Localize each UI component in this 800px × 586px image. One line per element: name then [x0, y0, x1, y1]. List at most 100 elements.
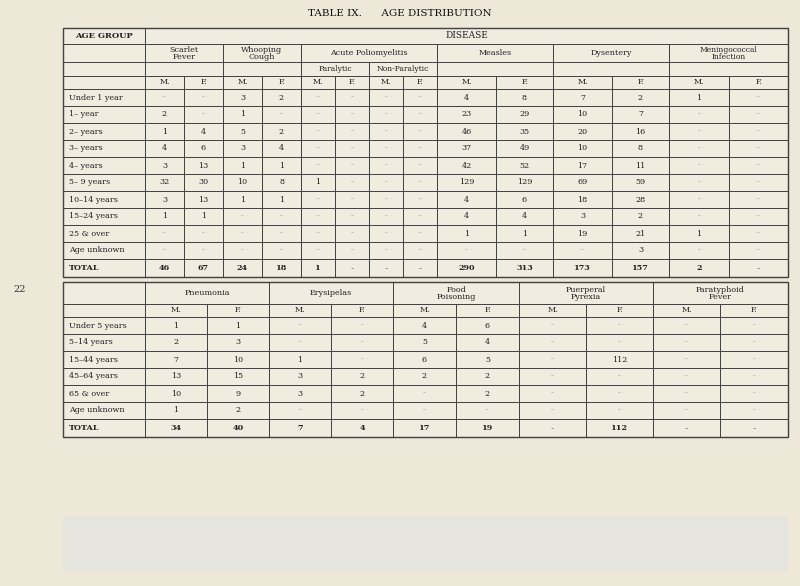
- Bar: [223, 140, 262, 157]
- Text: -: -: [685, 390, 688, 397]
- Text: -: -: [418, 162, 422, 169]
- Bar: [669, 174, 729, 191]
- Text: F.: F.: [484, 306, 491, 315]
- Text: -: -: [753, 322, 755, 329]
- Bar: [63, 44, 145, 62]
- Bar: [145, 89, 184, 106]
- Text: Measles: Measles: [478, 49, 511, 57]
- Text: Food: Food: [446, 286, 466, 294]
- Text: 5: 5: [422, 339, 427, 346]
- Bar: [612, 259, 669, 277]
- Text: 4: 4: [422, 322, 427, 329]
- Bar: [262, 242, 301, 259]
- Bar: [262, 89, 301, 106]
- Text: 3: 3: [580, 213, 585, 220]
- Text: 17: 17: [578, 162, 587, 169]
- Bar: [63, 140, 145, 157]
- Bar: [519, 317, 586, 334]
- Text: 3: 3: [235, 339, 241, 346]
- Text: -: -: [618, 407, 621, 414]
- Bar: [269, 317, 331, 334]
- Text: 5–14 years: 5–14 years: [69, 339, 113, 346]
- Text: F.: F.: [417, 79, 423, 87]
- Text: -: -: [698, 111, 700, 118]
- Text: 1: 1: [201, 213, 206, 220]
- Text: TABLE IX.      AGE DISTRIBUTION: TABLE IX. AGE DISTRIBUTION: [308, 9, 492, 19]
- Bar: [184, 259, 223, 277]
- Text: -: -: [163, 230, 166, 237]
- Bar: [335, 123, 369, 140]
- Bar: [145, 402, 207, 419]
- Text: 16: 16: [635, 128, 646, 135]
- Bar: [63, 225, 145, 242]
- Text: 6: 6: [522, 196, 527, 203]
- Text: 19: 19: [482, 424, 493, 432]
- Text: -: -: [757, 94, 760, 101]
- Text: 13: 13: [198, 196, 209, 203]
- Bar: [369, 76, 403, 89]
- Bar: [456, 351, 519, 368]
- Bar: [720, 385, 788, 402]
- Bar: [301, 89, 335, 106]
- Bar: [586, 317, 653, 334]
- Text: F.: F.: [755, 79, 762, 87]
- Text: 13: 13: [198, 162, 209, 169]
- Bar: [331, 368, 393, 385]
- Text: -: -: [757, 145, 760, 152]
- Text: -: -: [298, 322, 302, 329]
- Text: M.: M.: [237, 79, 248, 87]
- Bar: [653, 317, 720, 334]
- Text: 18: 18: [578, 196, 587, 203]
- Text: 3: 3: [162, 162, 167, 169]
- Text: -: -: [698, 179, 700, 186]
- Bar: [553, 89, 612, 106]
- Bar: [496, 259, 553, 277]
- Bar: [393, 351, 456, 368]
- Bar: [269, 419, 331, 437]
- Text: M.: M.: [159, 79, 170, 87]
- Bar: [720, 351, 788, 368]
- Bar: [369, 140, 403, 157]
- Bar: [496, 242, 553, 259]
- Text: M.: M.: [313, 79, 323, 87]
- Text: 46: 46: [159, 264, 170, 272]
- Text: Paralytic: Paralytic: [318, 65, 352, 73]
- Bar: [184, 191, 223, 208]
- Text: -: -: [757, 128, 760, 135]
- Text: 29: 29: [519, 111, 530, 118]
- Text: DISEASE: DISEASE: [445, 32, 488, 40]
- Bar: [553, 62, 669, 76]
- Text: 45–64 years: 45–64 years: [69, 373, 118, 380]
- Text: M.: M.: [419, 306, 430, 315]
- Bar: [223, 191, 262, 208]
- Text: 129: 129: [459, 179, 474, 186]
- Text: 2: 2: [638, 213, 643, 220]
- Text: Pyrexia: Pyrexia: [571, 294, 601, 301]
- Text: 1: 1: [162, 128, 167, 135]
- Text: -: -: [385, 94, 387, 101]
- Text: -: -: [317, 111, 319, 118]
- Bar: [612, 89, 669, 106]
- Text: 8: 8: [638, 145, 643, 152]
- Text: 4: 4: [485, 339, 490, 346]
- Text: 3– years: 3– years: [69, 145, 102, 152]
- Bar: [223, 174, 262, 191]
- Text: 2: 2: [279, 94, 284, 101]
- Text: -: -: [361, 322, 363, 329]
- Bar: [335, 89, 369, 106]
- Bar: [63, 334, 145, 351]
- Text: -: -: [418, 247, 422, 254]
- Bar: [403, 225, 437, 242]
- Bar: [403, 208, 437, 225]
- Text: 1: 1: [464, 230, 469, 237]
- Bar: [223, 89, 262, 106]
- Text: 5– 9 years: 5– 9 years: [69, 179, 110, 186]
- Bar: [369, 225, 403, 242]
- Bar: [145, 259, 184, 277]
- Text: -: -: [418, 145, 422, 152]
- Text: 11: 11: [635, 162, 646, 169]
- Bar: [369, 191, 403, 208]
- Text: 1– year: 1– year: [69, 111, 98, 118]
- Bar: [331, 317, 393, 334]
- Bar: [145, 282, 269, 304]
